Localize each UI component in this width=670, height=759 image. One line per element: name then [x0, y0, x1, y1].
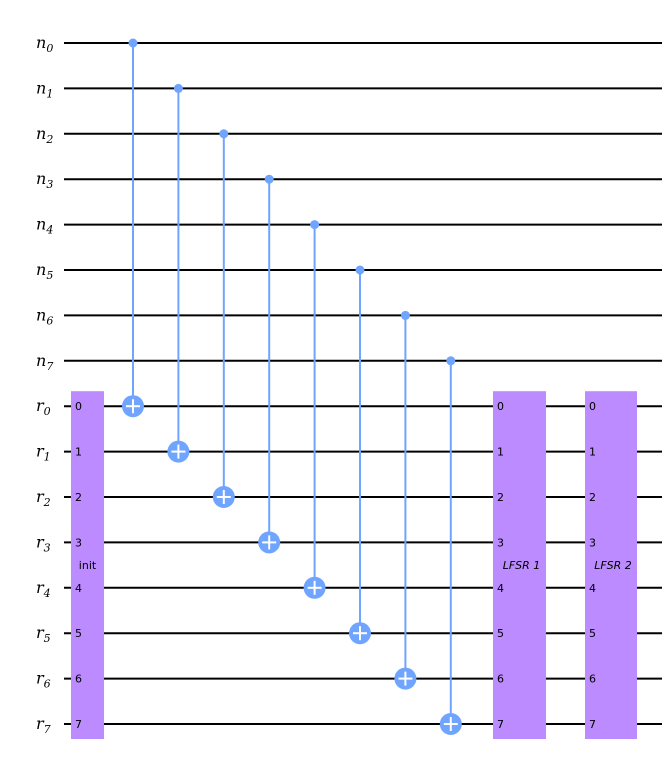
control-dot: [310, 220, 320, 230]
wire-label-r5: r5: [36, 623, 51, 645]
wire-label-n1: n1: [36, 78, 53, 100]
wire-label-r7: r7: [36, 714, 51, 736]
wire-label-n7: n7: [36, 351, 53, 373]
block-init-pin-5: 5: [75, 627, 82, 640]
block-lfsr2-pin-4: 4: [589, 582, 596, 595]
block-init-pin-0: 0: [75, 400, 82, 413]
blocks-group: 0 1 2 3 4 5 6 7 init 0 1 2 3 4 5 6 7 LFSR 1 0 1 2 3 4 5 6 7 LFSR 2: [71, 391, 637, 739]
cnot-n6-r6: [394, 310, 417, 690]
wire-label-n5: n5: [36, 260, 53, 282]
block-init-pin-2: 2: [75, 491, 82, 504]
cnot-n4-r4: [303, 220, 326, 599]
wires-group: [64, 42, 662, 725]
block-lfsr2-pin-0: 0: [589, 400, 596, 413]
wire-label-r0: r0: [36, 396, 51, 418]
cnot-n5-r5: [349, 265, 371, 645]
control-dot: [219, 129, 229, 139]
block-lfsr1-body: [493, 391, 546, 739]
block-init-label: init: [79, 559, 97, 572]
block-lfsr2-pin-5: 5: [589, 627, 596, 640]
block-lfsr1-pin-7: 7: [497, 718, 504, 731]
block-init-pin-3: 3: [75, 536, 82, 549]
block-lfsr1-pin-1: 1: [497, 446, 504, 459]
control-dot: [400, 310, 410, 320]
wire-label-n3: n3: [36, 169, 53, 191]
register-labels-group: n0 n1 n2 n3 n4 n5 n6 n7 r0 r1 r2 r3 r4 r5 r6 r7: [36, 33, 53, 736]
cnot-n1-r1: [167, 83, 190, 463]
block-lfsr2: 0 1 2 3 4 5 6 7 LFSR 2: [585, 391, 637, 739]
block-lfsr2-pin-6: 6: [589, 673, 596, 686]
block-lfsr2-pin-7: 7: [589, 718, 596, 731]
control-dot: [264, 174, 274, 184]
wire-label-r4: r4: [36, 578, 51, 600]
wire-label-n6: n6: [36, 305, 53, 327]
block-lfsr2-pin-1: 1: [589, 446, 596, 459]
block-lfsr1-label: LFSR 1: [503, 559, 541, 572]
block-init-body: [71, 391, 104, 739]
cnot-n3-r3: [258, 174, 281, 554]
wire-label-n2: n2: [36, 124, 53, 146]
block-init-pin-7: 7: [75, 718, 82, 731]
block-init-pin-6: 6: [75, 673, 82, 686]
control-dot: [173, 83, 183, 93]
wire-label-r3: r3: [36, 532, 51, 554]
control-dot: [355, 265, 365, 275]
block-lfsr2-pin-3: 3: [589, 536, 596, 549]
cnot-n2-r2: [212, 129, 235, 508]
wire-label-r2: r2: [36, 487, 51, 509]
block-lfsr1-pin-6: 6: [497, 673, 504, 686]
block-lfsr2-pin-2: 2: [589, 491, 596, 504]
block-init: 0 1 2 3 4 5 6 7 init: [71, 391, 104, 739]
wire-label-r1: r1: [36, 442, 51, 464]
wire-label-n4: n4: [36, 215, 53, 237]
cnot-gates-group: [122, 38, 462, 735]
block-init-pin-1: 1: [75, 446, 82, 459]
control-dot: [446, 356, 456, 366]
block-lfsr1-pin-4: 4: [497, 582, 504, 595]
cnot-n7-r7: [439, 356, 462, 735]
control-dot: [128, 38, 138, 48]
cnot-n0-r0: [122, 38, 144, 418]
block-lfsr2-label: LFSR 2: [594, 559, 632, 572]
block-lfsr1: 0 1 2 3 4 5 6 7 LFSR 1: [493, 391, 546, 739]
block-lfsr2-body: [585, 391, 637, 739]
block-lfsr1-pin-3: 3: [497, 536, 504, 549]
block-lfsr1-pin-0: 0: [497, 400, 504, 413]
block-init-pin-4: 4: [75, 582, 82, 595]
block-lfsr1-pin-2: 2: [497, 491, 504, 504]
block-lfsr1-pin-5: 5: [497, 627, 504, 640]
wire-label-r6: r6: [36, 669, 51, 691]
wire-label-n0: n0: [36, 33, 53, 55]
